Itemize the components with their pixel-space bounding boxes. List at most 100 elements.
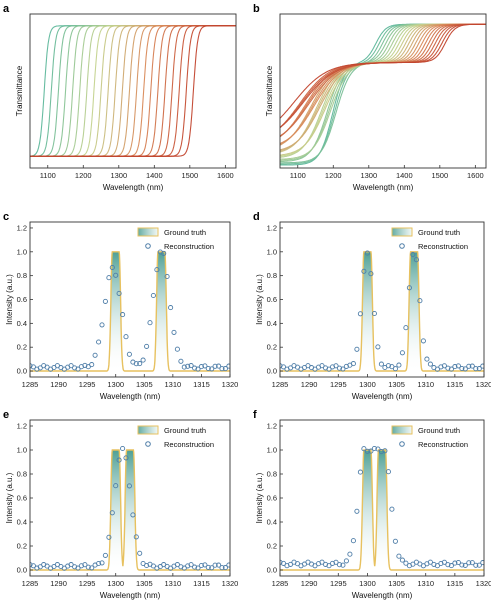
reconstruction-marker [375, 344, 381, 350]
reconstruction-marker [392, 538, 398, 544]
panel-letter-b: b [253, 3, 260, 15]
x-tick-label: 1285 [22, 380, 39, 389]
reconstruction-marker [368, 448, 374, 454]
reconstruction-marker [164, 273, 170, 280]
plot-area [30, 445, 230, 571]
reconstruction-marker [130, 512, 136, 518]
y-axis-label: Intensity (a.u.) [255, 274, 264, 325]
x-tick-label: 1305 [136, 380, 153, 389]
y-tick-label: 0.0 [267, 367, 277, 376]
reconstruction-marker [30, 364, 36, 370]
reconstruction-marker [280, 560, 287, 566]
reconstruction-marker [126, 351, 132, 357]
x-tick-label: 1100 [290, 171, 306, 180]
x-tick-label: 1305 [388, 380, 405, 389]
plot-area [280, 445, 484, 571]
x-axis-label: Wavelength (nm) [100, 392, 161, 401]
reconstruction-marker [209, 565, 215, 571]
reconstruction-marker [417, 298, 423, 304]
reconstruction-marker [340, 366, 346, 372]
x-tick-label: 1320 [222, 380, 239, 389]
reconstruction-marker [455, 559, 461, 566]
reconstruction-marker [89, 362, 95, 368]
x-tick-label: 1320 [222, 579, 239, 588]
legend-ground-truth-label: Ground truth [418, 228, 460, 237]
panel-letter-e: e [3, 409, 9, 421]
reconstruction-marker [75, 366, 81, 372]
reconstruction-marker [452, 560, 458, 566]
x-tick-label: 1310 [165, 380, 182, 389]
x-axis-label: Wavelength (nm) [353, 183, 414, 192]
legend-ground-truth-label: Ground truth [164, 228, 206, 237]
reconstruction-marker [378, 361, 384, 367]
reconstruction-marker [198, 364, 204, 370]
reconstruction-marker [212, 562, 218, 568]
reconstruction-marker [375, 446, 381, 452]
reconstruction-marker [473, 562, 479, 568]
reconstruction-marker [448, 366, 454, 372]
reconstruction-marker [222, 565, 228, 571]
chart-panel-f: f Ground truth Reconstruction 0.0 0.2 0.4 0.6 0… [253, 409, 491, 600]
reconstruction-marker [99, 560, 105, 566]
reconstruction-marker [168, 305, 174, 311]
y-tick-label: 0.4 [267, 319, 277, 328]
reconstruction-marker [144, 343, 150, 349]
reconstruction-marker [466, 363, 472, 369]
y-tick-label: 0.0 [267, 566, 277, 575]
x-tick-label: 1310 [165, 579, 182, 588]
legend-reconstruction-label: Reconstruction [418, 242, 468, 251]
reconstruction-marker [441, 363, 447, 369]
reconstruction-marker [30, 363, 33, 369]
reconstruction-marker [140, 357, 146, 363]
y-tick-label: 0.0 [17, 367, 27, 376]
x-tick-label: 1305 [388, 579, 405, 588]
reconstruction-marker [137, 550, 143, 556]
reconstruction-marker [109, 264, 115, 271]
y-tick-label: 0.2 [17, 542, 27, 551]
reconstruction-marker [219, 565, 225, 571]
reconstruction-marker [469, 363, 475, 369]
x-tick-label: 1305 [136, 579, 153, 588]
reconstruction-marker [209, 366, 215, 372]
reconstruction-marker [357, 311, 363, 317]
reconstruction-marker [480, 560, 484, 566]
reconstruction-marker [403, 560, 409, 566]
reconstruction-marker [399, 350, 405, 356]
y-tick-label: 0.2 [267, 343, 277, 352]
axes-frame [279, 13, 487, 169]
reconstruction-marker [89, 565, 95, 571]
x-axis-label: Wavelength (nm) [352, 392, 413, 401]
x-tick-label: 1600 [217, 171, 234, 180]
reconstruction-marker [378, 449, 384, 455]
panel-letter-f: f [253, 409, 257, 421]
legend-ground-truth-label: Ground truth [164, 426, 206, 435]
reconstruction-marker [106, 534, 112, 540]
x-tick-label: 1290 [50, 579, 67, 588]
y-tick-label: 0.6 [267, 494, 277, 503]
reconstruction-marker [287, 561, 294, 567]
legend-reconstruction-marker [399, 441, 405, 447]
reconstruction-marker [354, 346, 360, 352]
y-tick-label: 0.6 [17, 494, 27, 503]
x-tick-label: 1300 [107, 380, 124, 389]
reconstruction-marker [137, 361, 143, 367]
reconstruction-marker [30, 563, 36, 569]
reconstruction-marker [319, 559, 325, 565]
reconstruction-marker [181, 364, 187, 370]
reconstruction-marker [37, 564, 43, 570]
x-tick-label: 1315 [193, 380, 210, 389]
y-tick-label: 1.2 [267, 223, 277, 232]
panel-letter-c: c [3, 211, 9, 223]
reconstruction-marker [185, 363, 191, 369]
y-tick-label: 1.0 [267, 446, 277, 455]
x-tick-label: 1200 [75, 171, 92, 180]
x-tick-label: 1315 [447, 579, 464, 588]
reconstruction-marker [343, 558, 349, 564]
reconstruction-marker [319, 363, 325, 369]
y-axis-label: Intensity (a.u.) [5, 274, 14, 325]
y-tick-label: 1.2 [17, 422, 27, 431]
y-tick-label: 0.0 [17, 566, 27, 575]
reconstruction-marker [181, 565, 187, 571]
axes-frame [29, 419, 231, 577]
reconstruction-marker [188, 562, 194, 568]
